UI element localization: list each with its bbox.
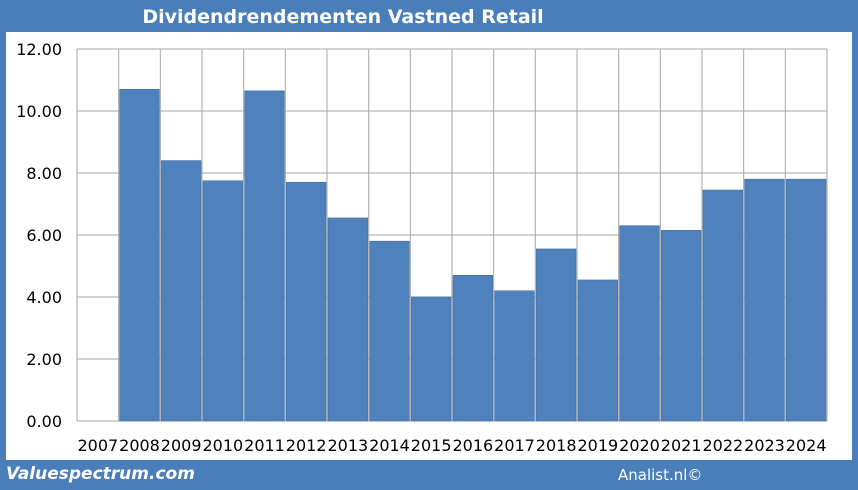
y-tick-label: 4.00 <box>26 288 62 307</box>
x-tick-label: 2023 <box>744 436 785 455</box>
bar-2009 <box>161 160 202 422</box>
x-tick-label: 2024 <box>786 436 827 455</box>
bar-2016 <box>452 274 493 422</box>
x-tick-label: 2021 <box>661 436 702 455</box>
x-tick-label: 2009 <box>161 436 202 455</box>
x-tick-label: 2008 <box>119 436 160 455</box>
x-tick-label: 2010 <box>202 436 243 455</box>
bar-2013 <box>327 217 368 422</box>
bar-2024 <box>786 178 827 422</box>
x-tick-label: 2007 <box>77 436 118 455</box>
x-tick-label: 2022 <box>702 436 743 455</box>
source-label-valuespectrum: Valuespectrum.com <box>6 464 195 484</box>
chart-title: Dividendrendementen Vastned Retail <box>142 6 544 28</box>
bar-2010 <box>202 180 243 422</box>
x-tick-label: 2013 <box>327 436 368 455</box>
bar-2011 <box>244 90 285 422</box>
gridlines <box>76 48 828 422</box>
x-tick-label: 2017 <box>494 436 535 455</box>
bar-2012 <box>286 182 327 422</box>
bar-2008 <box>119 89 160 422</box>
x-tick-label: 2019 <box>577 436 618 455</box>
y-tick-label: 2.00 <box>26 350 62 369</box>
bar-2019 <box>577 279 618 422</box>
x-tick-label: 2011 <box>244 436 285 455</box>
y-tick-label: 8.00 <box>26 164 62 183</box>
bar-2023 <box>744 178 785 422</box>
x-tick-label: 2018 <box>536 436 577 455</box>
bar-2017 <box>494 290 535 422</box>
x-axis-ticks: 2007 2008 2009 2010 2011 2012 2013 2014 2015 2016… <box>77 436 826 455</box>
x-tick-label: 2012 <box>286 436 327 455</box>
y-tick-label: 6.00 <box>26 226 62 245</box>
y-axis-ticks: 0.00 2.00 4.00 6.00 8.00 10.00 12.00 <box>16 40 62 431</box>
y-tick-label: 0.00 <box>26 412 62 431</box>
bar-2021 <box>661 230 702 422</box>
bar-2018 <box>536 248 577 422</box>
x-tick-label: 2020 <box>619 436 660 455</box>
x-tick-label: 2015 <box>411 436 452 455</box>
bar-2014 <box>369 240 410 422</box>
y-tick-label: 12.00 <box>16 40 62 59</box>
y-tick-label: 10.00 <box>16 102 62 121</box>
bars <box>119 89 827 422</box>
bar-2020 <box>619 225 660 422</box>
bar-2022 <box>702 189 743 422</box>
bar-2015 <box>411 296 452 422</box>
x-tick-label: 2016 <box>452 436 493 455</box>
source-label-analist: Analist.nl© <box>618 466 703 484</box>
x-tick-label: 2014 <box>369 436 410 455</box>
